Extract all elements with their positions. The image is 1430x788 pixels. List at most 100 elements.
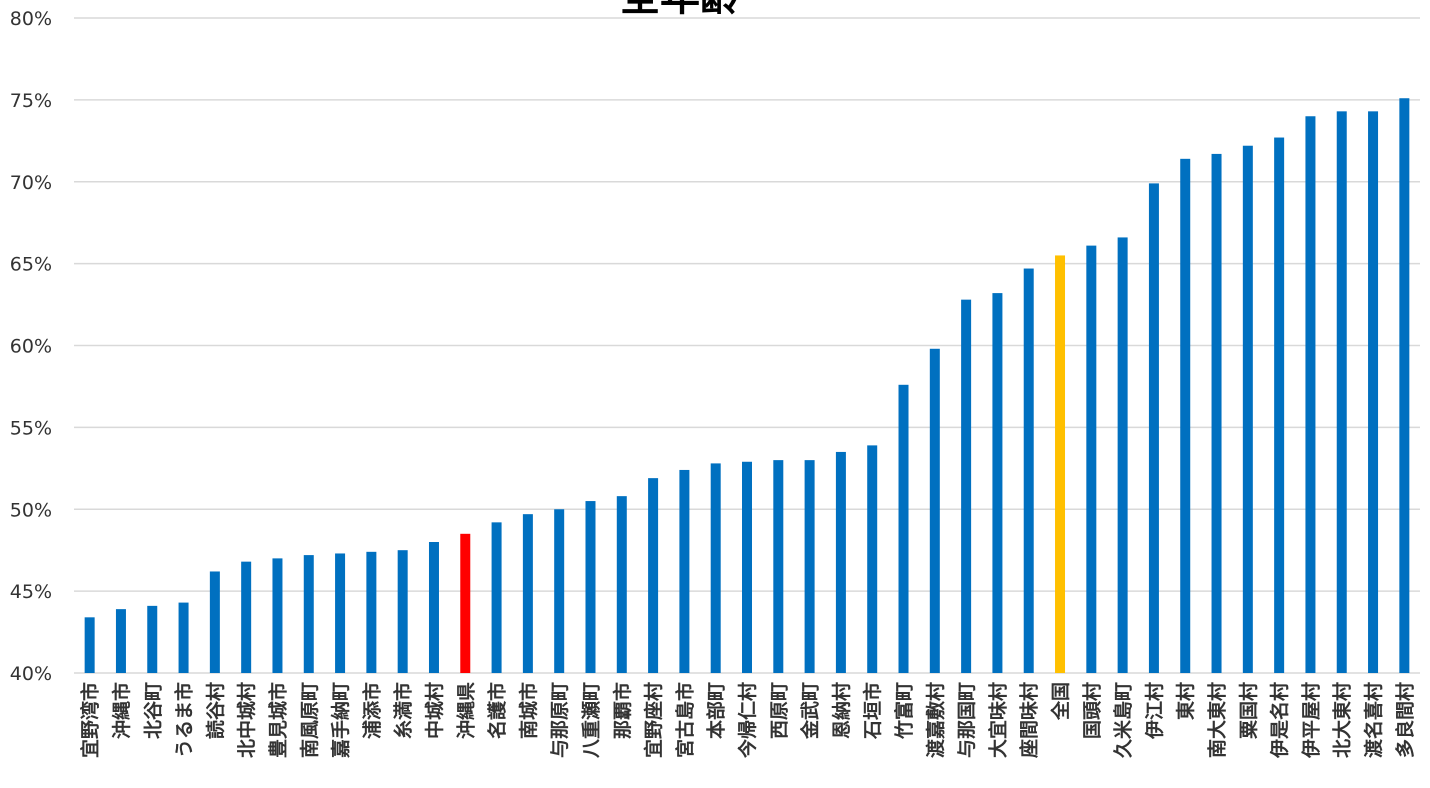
x-tick-label: 全国 <box>1049 682 1072 721</box>
bar-17 <box>585 501 596 673</box>
bar-9 <box>335 553 346 673</box>
bar-28 <box>929 348 940 673</box>
x-tick-label: 糸満市 <box>392 682 415 739</box>
x-tick-label: 沖縄県 <box>454 682 477 739</box>
bar-26 <box>867 445 878 673</box>
x-tick-label: 南城市 <box>517 682 540 739</box>
bar-18 <box>616 496 627 673</box>
x-tick-label: 伊是名村 <box>1268 682 1291 759</box>
y-tick-label: 50% <box>10 499 52 521</box>
bar-39 <box>1274 137 1285 674</box>
y-axis: 40% 45% 50% 55% 60% 65% 70% 75% 80% <box>10 8 52 685</box>
x-tick-label: 大宜味村 <box>986 682 1009 758</box>
bar-8 <box>303 555 314 673</box>
x-tick-label: 竹富町 <box>893 682 916 740</box>
x-tick-label: 伊平屋村 <box>1299 682 1322 759</box>
x-tick-label: 粟国村 <box>1237 682 1260 740</box>
bar-43 <box>1399 98 1410 674</box>
x-tick-label: 豊見城市 <box>266 682 289 758</box>
bar-20 <box>679 469 690 673</box>
bar-35 <box>1148 183 1159 673</box>
bar-6 <box>241 561 252 673</box>
x-tick-label: 北大東村 <box>1331 682 1354 758</box>
x-tick-label: 国頭村 <box>1080 682 1103 739</box>
x-tick-label: 今帰仁村 <box>736 682 759 759</box>
y-tick-label: 75% <box>10 90 52 112</box>
bar-15 <box>522 514 533 673</box>
x-tick-label: 名護市 <box>486 682 509 739</box>
chart-title: 全年齢 <box>619 0 740 20</box>
x-tick-label: 嘉手納町 <box>329 682 352 759</box>
x-tick-label: 恩納村 <box>830 682 853 739</box>
bar-3 <box>147 605 158 673</box>
x-tick-label: うるま市 <box>173 682 196 758</box>
x-tick-label: 南風原町 <box>299 682 321 758</box>
x-tick-label: 本部町 <box>705 682 728 739</box>
x-tick-label: 東村 <box>1174 682 1197 720</box>
bar-24 <box>804 460 815 673</box>
x-tick-label: 南大東村 <box>1206 682 1229 758</box>
bar-22 <box>742 461 752 673</box>
bar-27 <box>898 384 909 673</box>
bar-32 <box>1055 255 1066 673</box>
bar-37 <box>1211 153 1222 674</box>
bar-16 <box>554 509 565 673</box>
y-tick-label: 60% <box>10 336 52 358</box>
x-tick-label: 宜野湾市 <box>79 682 102 758</box>
x-tick-label: 読谷村 <box>204 682 227 739</box>
x-tick-label: 伊江村 <box>1143 682 1166 740</box>
bar-14 <box>491 522 502 673</box>
y-tick-label: 45% <box>10 581 52 603</box>
x-tick-label: 座間味村 <box>1018 682 1041 758</box>
x-tick-label: 八重瀬町 <box>580 682 602 758</box>
bar-2 <box>115 609 126 673</box>
bar-7 <box>272 558 283 673</box>
y-tick-label: 40% <box>10 663 52 685</box>
y-tick-label: 55% <box>10 417 52 439</box>
x-tick-label: 与那原町 <box>549 682 571 758</box>
x-tick-label: 宮古島市 <box>673 682 696 758</box>
x-tick-label: 中城村 <box>423 682 446 739</box>
x-tick-label: 久米島町 <box>1112 682 1135 758</box>
x-tick-label: 北谷町 <box>142 682 164 739</box>
x-tick-label: 渡嘉敷村 <box>924 682 947 758</box>
bar-25 <box>835 451 846 673</box>
bars <box>84 98 1410 674</box>
y-tick-label: 80% <box>10 8 52 30</box>
x-tick-label: 与那国町 <box>956 682 978 758</box>
bar-19 <box>648 478 659 673</box>
bar-31 <box>1023 268 1034 673</box>
y-tick-label: 65% <box>10 254 52 276</box>
bar-41 <box>1336 111 1347 673</box>
x-axis: 宜野湾市 沖縄市 北谷町 うるま市 読谷村 北中城村 豊見城市 南風原町 嘉手納町 浦添市 糸満市中… <box>79 682 1417 759</box>
x-tick-label: 西原町 <box>768 682 790 739</box>
bar-1 <box>84 617 95 673</box>
x-tick-label: 北中城村 <box>235 682 258 758</box>
bar-33 <box>1086 245 1097 674</box>
x-tick-label: 浦添市 <box>360 682 383 739</box>
x-tick-label: 那覇市 <box>611 682 634 739</box>
x-tick-label: 沖縄市 <box>110 682 133 739</box>
y-tick-label: 70% <box>10 172 52 194</box>
bar-5 <box>209 571 220 673</box>
x-tick-label: 宜野座村 <box>642 682 665 758</box>
bar-10 <box>366 551 377 673</box>
bar-36 <box>1180 158 1191 673</box>
gridlines <box>74 17 1420 674</box>
x-tick-label: 石垣市 <box>861 682 884 740</box>
bar-40 <box>1305 116 1316 673</box>
x-tick-label: 金武町 <box>799 682 822 740</box>
x-tick-label: 渡名喜村 <box>1362 682 1385 758</box>
bar-21 <box>710 463 721 673</box>
bar-34 <box>1117 237 1128 674</box>
bar-38 <box>1242 145 1253 674</box>
x-tick-label: 多良間村 <box>1393 682 1416 758</box>
bar-30 <box>992 293 1003 673</box>
bar-42 <box>1368 111 1379 673</box>
bar-29 <box>961 299 972 673</box>
bar-12 <box>428 542 439 673</box>
bar-23 <box>773 460 784 673</box>
bar-11 <box>397 550 408 673</box>
bar-4 <box>178 602 189 673</box>
